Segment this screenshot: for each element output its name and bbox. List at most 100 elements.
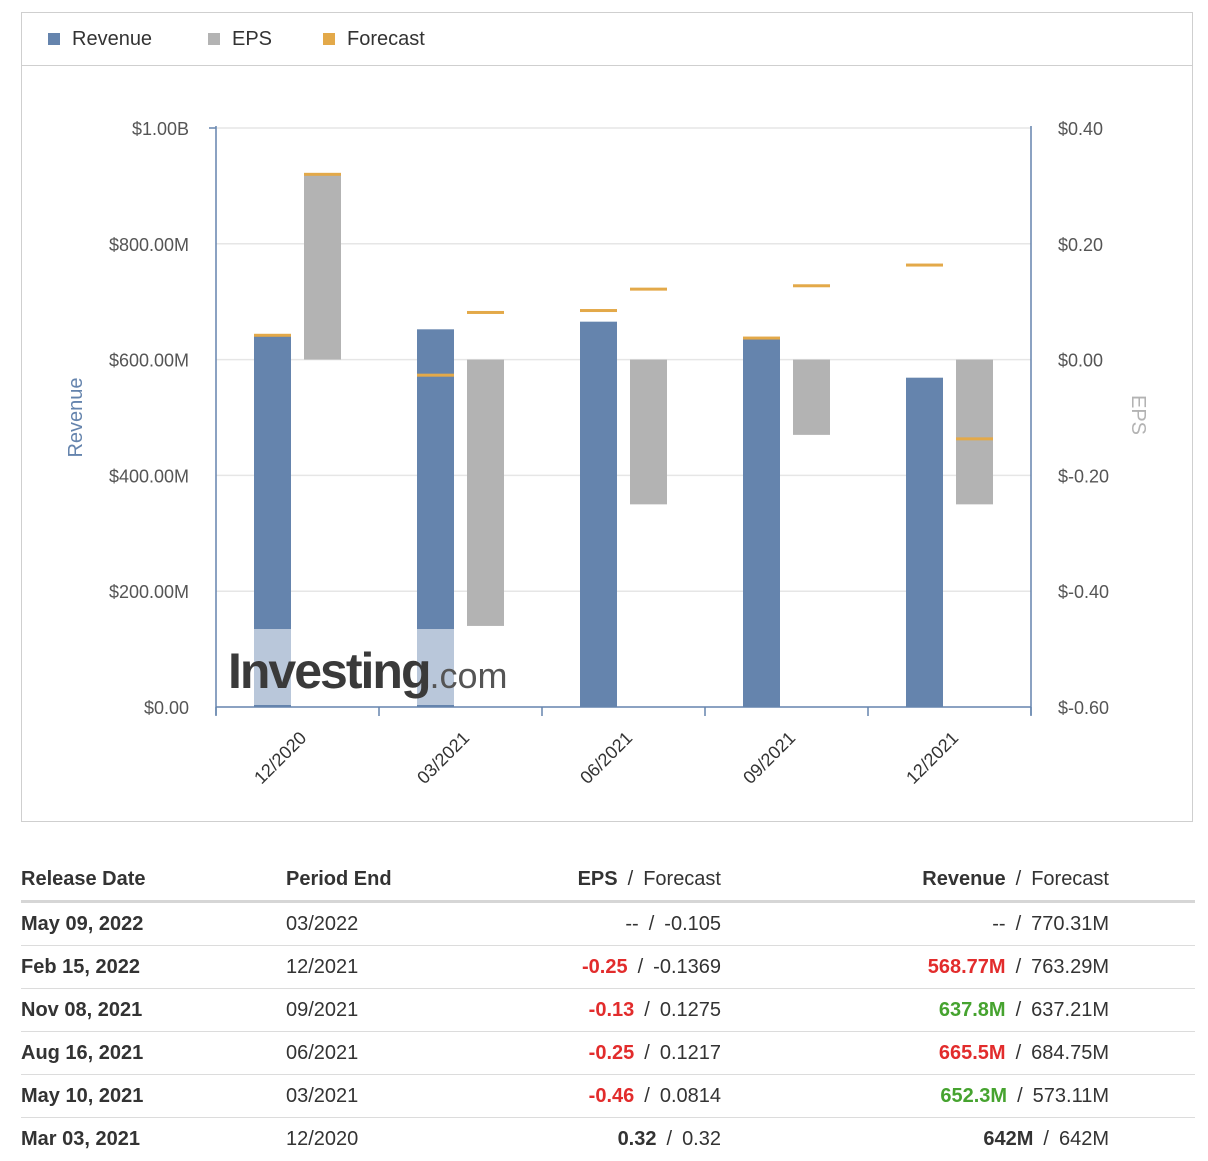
right-axis-tick-label: $0.00 [1058,351,1103,371]
right-axis-tick-label: $-0.40 [1058,582,1109,602]
eps-separator: / [637,955,644,978]
header-revenue: Revenue / Forecast [922,862,1109,896]
header-revenue-forecast[interactable]: Forecast [1031,867,1109,890]
revenue-forecast-marker [906,263,943,267]
eps-forecast-value: 0.1217 [659,1041,721,1064]
left-axis-tick-label: $0.00 [144,698,189,718]
eps-forecast-marker [467,310,504,314]
release-date-cell: Mar 03, 2021 [21,1128,140,1150]
eps-forecast-value: -0.1369 [653,955,721,978]
header-eps-forecast[interactable]: Forecast [643,867,721,890]
eps-forecast-value: 0.1275 [659,998,721,1021]
earnings-chart-panel: Revenue EPS Forecast $0.00 $-0.60 $200.00M… [21,12,1193,822]
header-eps: EPS / Forecast [578,862,721,896]
table-row[interactable]: May 10, 2021 03/2021 -0.46 / 0.0814 652.3M / 57… [21,1075,1195,1118]
release-date-cell: Feb 15, 2022 [21,955,140,978]
eps-actual-value: -0.13 [588,998,635,1021]
eps-separator: / [648,912,655,935]
right-axis-tick-label: $-0.20 [1058,466,1109,486]
eps-bar [467,359,504,626]
period-end-cell: 12/2020 [286,1128,359,1150]
period-end-cell: 12/2021 [286,955,359,978]
table-header: Release Date Period End EPS / Forecast R… [21,858,1195,903]
watermark-backdrop [218,629,518,705]
table-body: May 09, 2022 03/2022 -- / -0.105 -- / 770.31M Fe… [21,903,1195,1161]
x-axis-tick-label: 03/2021 [413,728,473,788]
revenue-forecast-value: 684.75M [1031,1041,1109,1064]
forecast-swatch-icon [323,33,335,45]
left-axis-tick-label: $600.00M [109,351,189,371]
release-date-cell: May 09, 2022 [21,912,144,935]
revenue-separator: / [1017,1084,1023,1107]
header-eps-sep: / [627,867,634,890]
right-axis-tick-label: $0.40 [1058,119,1103,139]
table-row[interactable]: Aug 16, 2021 06/2021 -0.25 / 0.1217 665.5M / 68… [21,1032,1195,1075]
revenue-separator: / [1015,1041,1022,1064]
chart-legend: Revenue EPS Forecast [22,13,1192,66]
revenue-forecast-marker [580,309,617,313]
eps-forecast-marker [956,437,993,441]
header-release-date[interactable]: Release Date [21,867,146,890]
right-axis-tick-label: $-0.60 [1058,698,1109,718]
revenue-cell: -- / 770.31M [992,903,1109,945]
revenue-separator: / [1043,1128,1049,1150]
eps-separator: / [644,1041,650,1064]
earnings-chart: $0.00 $-0.60 $200.00M $-0.40 $400.00M $-0.20 $… [65,119,1149,788]
left-axis-title: Revenue [65,377,87,457]
left-axis-tick-label: $800.00M [109,235,189,255]
revenue-cell: 652.3M / 573.11M [940,1075,1109,1117]
table-row[interactable]: May 09, 2022 03/2022 -- / -0.105 -- / 770.31M [21,903,1195,946]
revenue-swatch-icon [48,33,60,45]
eps-separator: / [644,998,650,1021]
eps-bar [793,359,830,435]
eps-actual-value: -0.25 [588,1041,635,1064]
eps-cell: -0.25 / -0.1369 [582,946,721,988]
period-end-cell: 09/2021 [286,998,359,1021]
header-revenue-label[interactable]: Revenue [922,867,1006,890]
header-eps-label[interactable]: EPS [577,867,618,890]
left-axis-tick-label: $1.00B [132,119,189,139]
eps-cell: -0.46 / 0.0814 [589,1075,721,1117]
legend-label-forecast: Forecast [347,27,425,50]
x-axis-tick-label: 12/2020 [250,728,310,788]
earnings-table: Release Date Period End EPS / Forecast R… [21,858,1195,1161]
revenue-actual-value: 637.8M [938,998,1006,1021]
eps-separator: / [666,1128,673,1150]
x-axis-tick-label: 12/2021 [902,728,962,788]
table-row[interactable]: Nov 08, 2021 09/2021 -0.13/0.1275 637.8M/63… [21,989,1195,1032]
revenue-forecast-marker [417,373,454,377]
eps-actual-value: -0.46 [588,1084,635,1107]
header-period-end[interactable]: Period End [286,867,392,890]
eps-forecast-marker [793,284,830,288]
revenue-actual-value: -- [992,912,1006,935]
eps-separator: / [644,1084,650,1107]
table-row[interactable]: Feb 15, 2022 12/2021 -0.25 / -0.1369 568.77M /… [21,946,1195,989]
eps-cell: -0.25 / 0.1217 [589,1032,721,1074]
revenue-cell: 665.5M / 684.75M [939,1032,1109,1074]
revenue-forecast-marker [743,336,780,340]
eps-cell: 0.32 / 0.32 [618,1118,721,1161]
revenue-separator: / [1015,955,1022,978]
header-revenue-sep: / [1015,867,1022,890]
eps-actual-value: -- [625,912,639,935]
eps-swatch-icon [208,33,220,45]
revenue-separator: / [1015,998,1022,1021]
legend-item-revenue[interactable]: Revenue [48,27,152,51]
eps-actual-value: 0.32 [617,1128,657,1150]
eps-forecast-marker [630,287,667,291]
eps-actual-value: -0.25 [582,955,628,978]
revenue-forecast-value: 642M [1058,1128,1109,1150]
legend-label-revenue: Revenue [72,27,153,50]
period-end-cell: 03/2021 [286,1084,359,1107]
eps-bar [630,359,667,505]
period-end-cell: 06/2021 [286,1041,359,1064]
release-date-cell: Nov 08, 2021 [21,998,143,1021]
release-date-cell: May 10, 2021 [21,1084,144,1107]
revenue-forecast-value: 770.31M [1031,912,1109,935]
table-row[interactable]: Mar 03, 2021 12/2020 0.32 / 0.32 642M / 642M [21,1118,1195,1161]
revenue-actual-value: 652.3M [940,1084,1008,1107]
eps-forecast-marker [304,172,341,176]
legend-item-eps[interactable]: EPS [208,27,272,51]
legend-item-forecast[interactable]: Forecast [323,27,425,51]
release-date-cell: Aug 16, 2021 [21,1041,144,1064]
